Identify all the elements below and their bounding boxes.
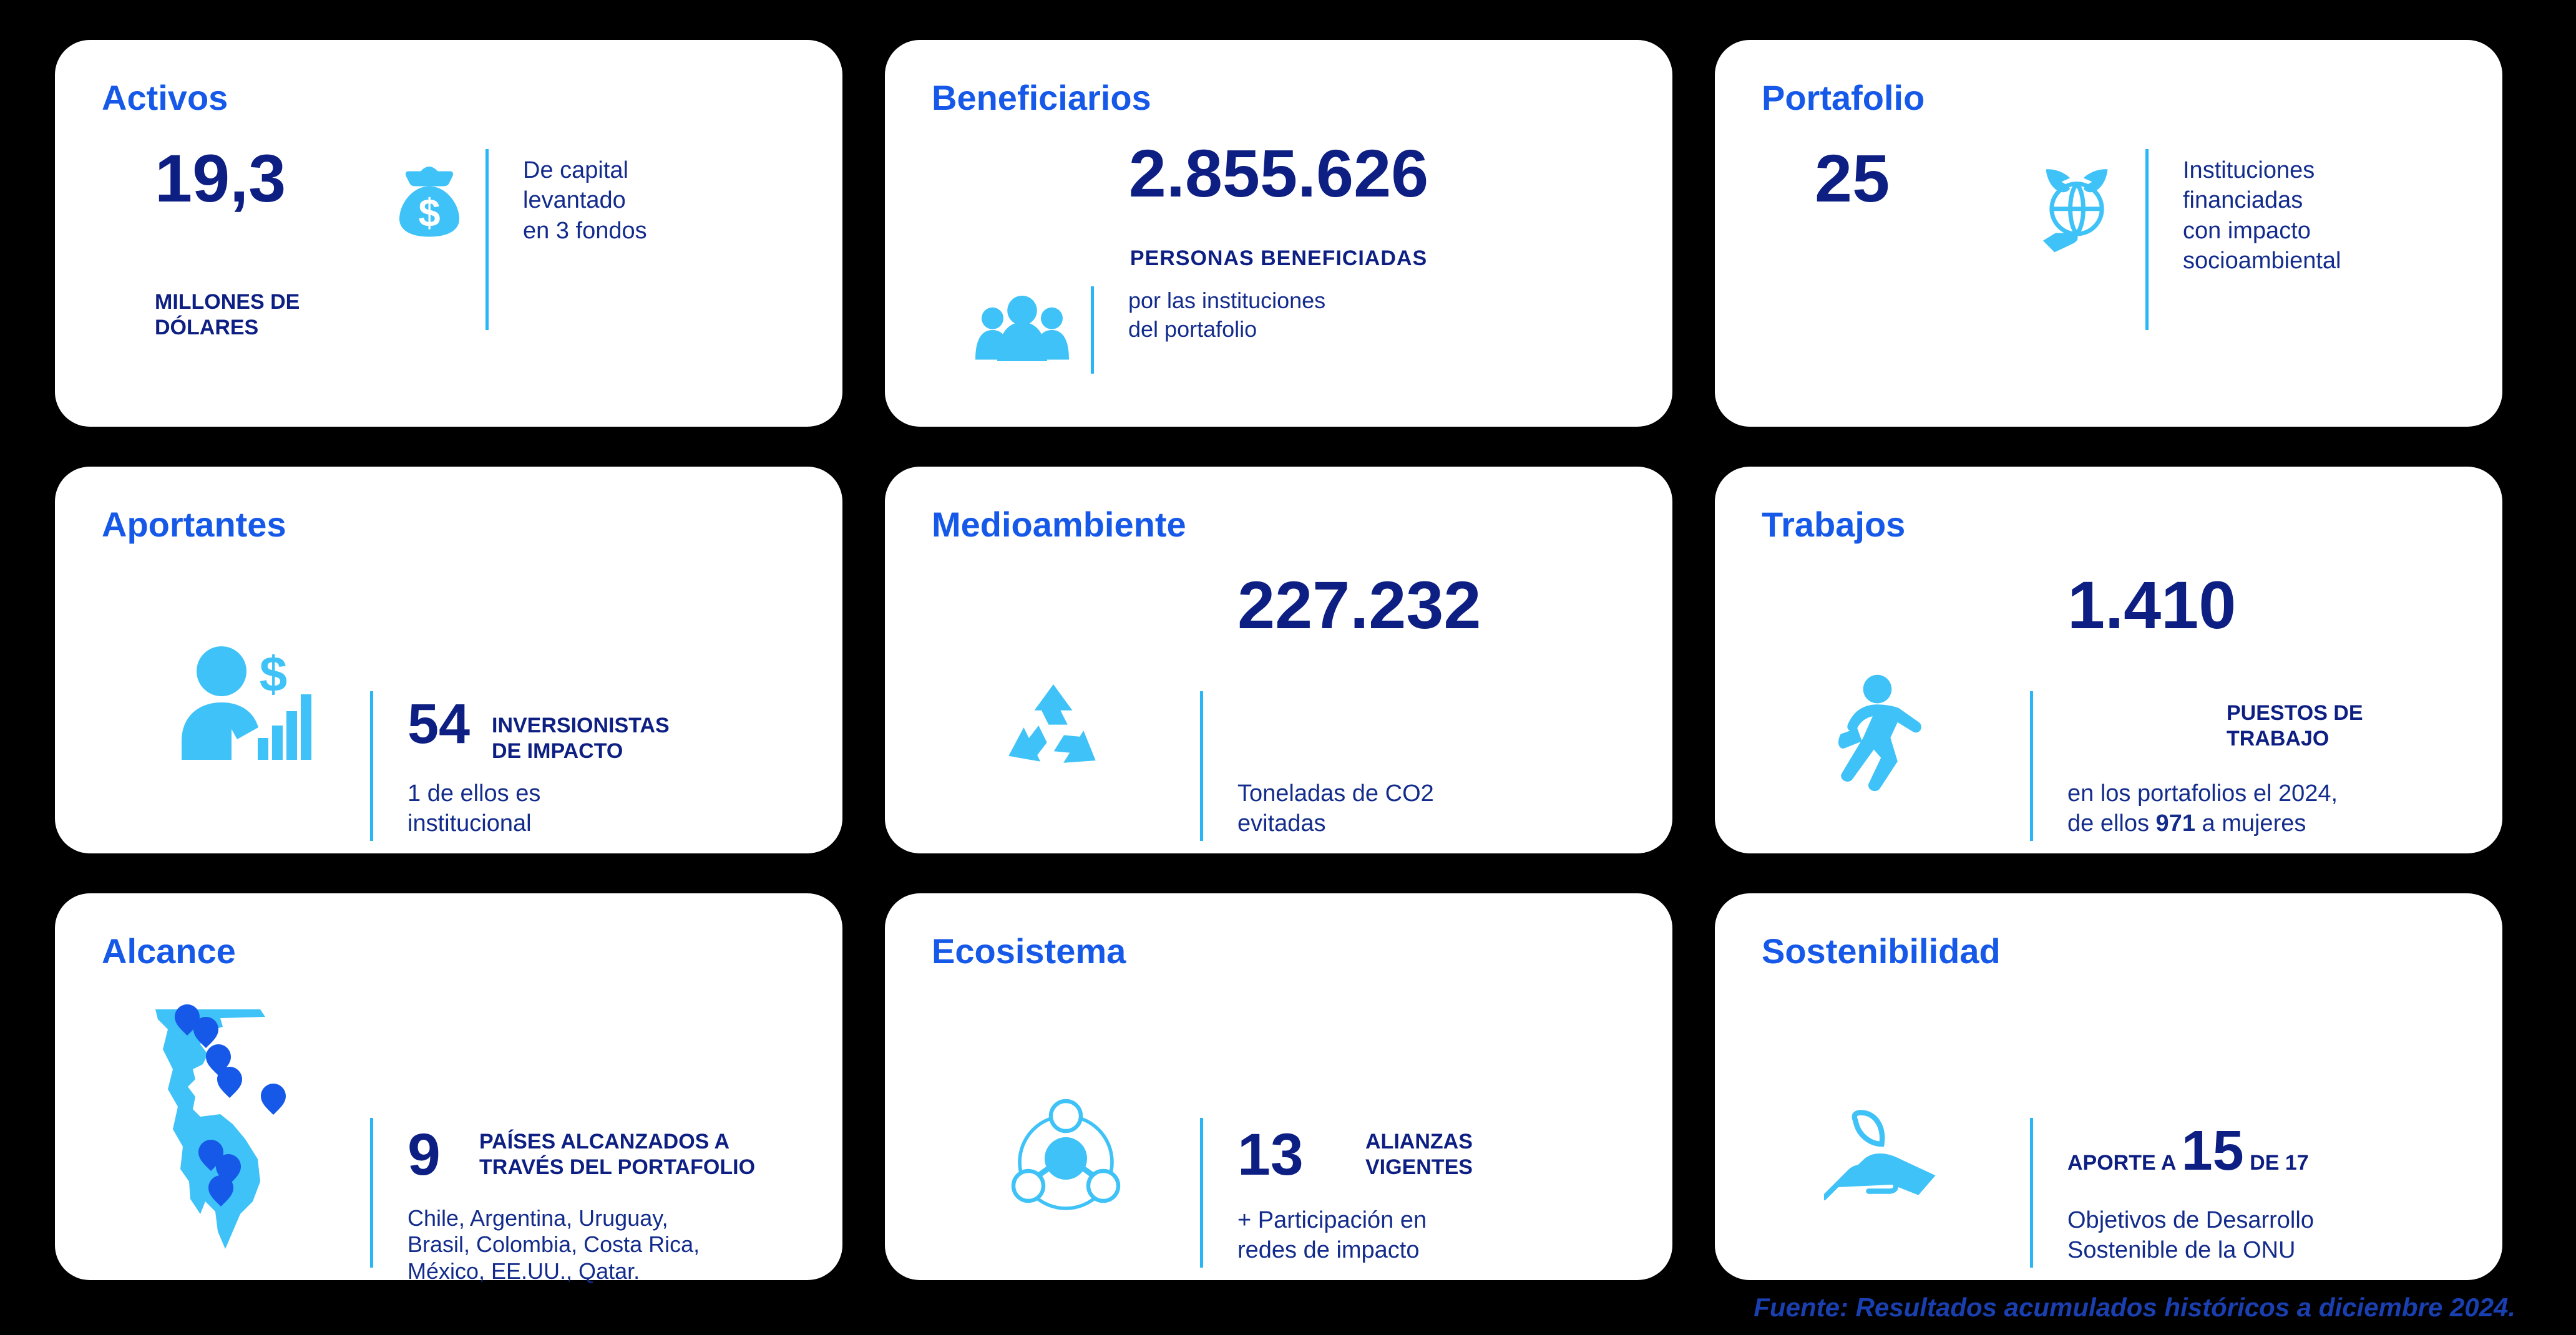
svg-text:$: $ <box>418 192 440 235</box>
svg-text:$: $ <box>260 646 288 702</box>
